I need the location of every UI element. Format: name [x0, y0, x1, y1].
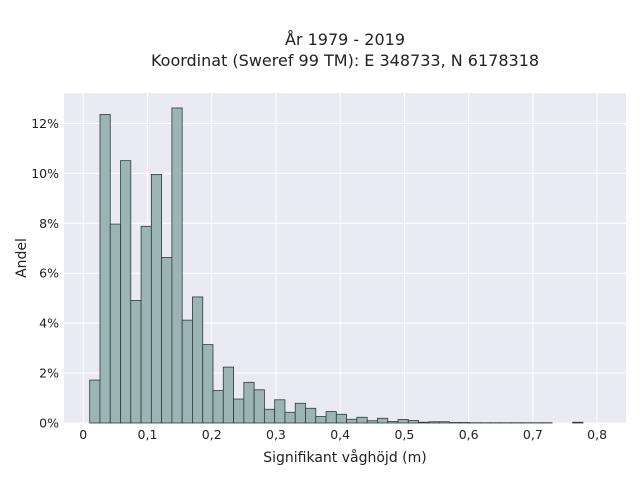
- histogram-bar: [387, 421, 399, 424]
- histogram-bar: [161, 257, 173, 424]
- histogram-bar: [418, 421, 430, 424]
- histogram-bar: [130, 300, 142, 424]
- histogram-bar: [572, 421, 584, 424]
- histogram-bar: [243, 381, 255, 424]
- y-tick-label: 4%: [39, 316, 59, 331]
- y-tick-label: 2%: [39, 366, 59, 381]
- histogram-bar: [335, 413, 348, 424]
- histogram-bar: [305, 407, 317, 424]
- x-tick-label: 0,3: [266, 427, 286, 442]
- x-tick-label: 0,7: [523, 427, 543, 442]
- x-axis-title: Signifikant våghöjd (m): [263, 449, 426, 466]
- histogram-bar: [377, 417, 389, 424]
- histogram-bar: [89, 379, 101, 424]
- x-tick-label: 0,2: [202, 427, 222, 442]
- histogram-bar: [181, 319, 193, 424]
- histogram-bar: [325, 411, 337, 424]
- x-tick-label: 0,1: [138, 427, 158, 442]
- histogram-bar: [202, 344, 214, 424]
- histogram-bar: [140, 225, 152, 424]
- y-axis-ticks: 0% 2% 4% 6% 8% 10% 12%: [31, 116, 59, 431]
- y-tick-label: 8%: [39, 216, 59, 231]
- x-tick-label: 0,8: [587, 427, 607, 442]
- x-tick-label: 0,6: [459, 427, 479, 442]
- y-tick-label: 12%: [31, 116, 59, 131]
- histogram-bars: [89, 107, 584, 424]
- chart-title-line-1: År 1979 - 2019: [285, 30, 405, 49]
- histogram-bar: [346, 418, 358, 424]
- histogram-bar: [253, 389, 265, 424]
- x-tick-label: 0,4: [330, 427, 350, 442]
- histogram-bar: [212, 390, 224, 424]
- histogram-bar: [366, 420, 378, 424]
- histogram-bar: [407, 420, 419, 424]
- histogram-bar: [263, 408, 276, 424]
- histogram-bar: [150, 173, 163, 424]
- histogram-bar: [397, 419, 409, 424]
- histogram-bar: [294, 402, 306, 424]
- histogram-bar: [315, 416, 327, 424]
- histogram-bar: [99, 114, 111, 424]
- histogram-bar: [171, 107, 183, 424]
- histogram-bar: [233, 398, 245, 424]
- histogram-bar: [356, 416, 368, 424]
- histogram-bar: [274, 399, 286, 424]
- y-axis-title: Andel: [14, 238, 30, 278]
- histogram-bar: [438, 421, 450, 424]
- x-axis-ticks: 0 0,1 0,2 0,3 0,4 0,5 0,6 0,7 0,8: [79, 427, 607, 442]
- histogram-bar: [120, 160, 132, 424]
- histogram-bar: [284, 411, 296, 424]
- y-tick-label: 10%: [31, 166, 59, 181]
- x-tick-label: 0,5: [394, 427, 414, 442]
- y-tick-label: 6%: [39, 266, 59, 281]
- y-tick-label: 0%: [39, 416, 59, 431]
- histogram-bar: [222, 366, 234, 424]
- histogram-bar: [109, 223, 121, 424]
- histogram-bar: [428, 421, 440, 424]
- x-tick-label: 0: [79, 427, 87, 442]
- histogram-bar: [192, 296, 204, 424]
- chart-title-line-2: Koordinat (Sweref 99 TM): E 348733, N 61…: [151, 51, 539, 70]
